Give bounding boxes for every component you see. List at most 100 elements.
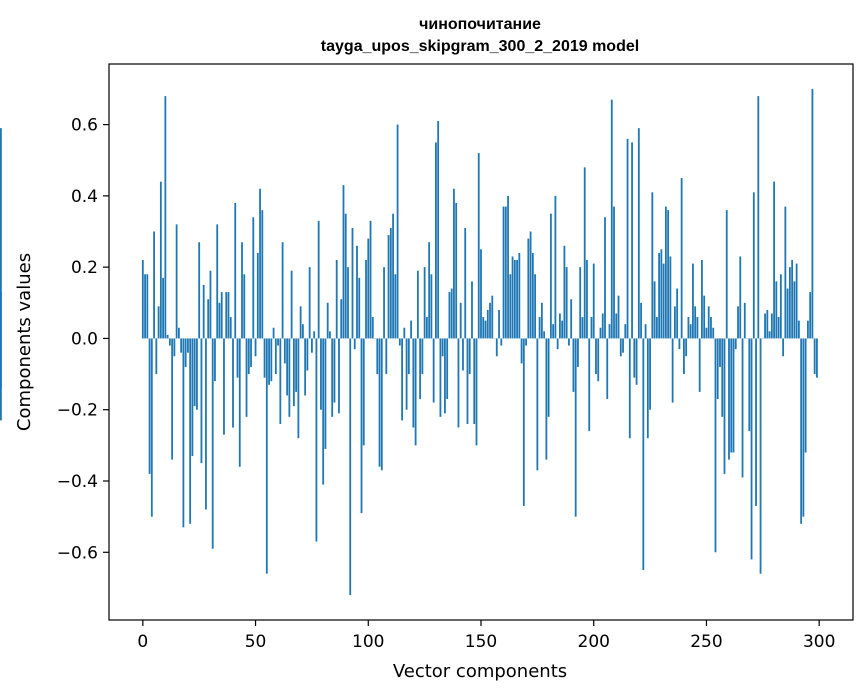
bar-component-78 bbox=[317, 220, 320, 339]
bar-component-237 bbox=[676, 288, 679, 339]
bar-component-276 bbox=[764, 313, 766, 339]
bar-component-45 bbox=[243, 274, 246, 339]
bar-component-291 bbox=[797, 320, 800, 339]
bar-component-158 bbox=[498, 309, 500, 339]
bar-component-23 bbox=[193, 338, 196, 407]
bar-component-77 bbox=[315, 338, 318, 542]
bar-component-256 bbox=[719, 338, 721, 367]
bar-component-295 bbox=[807, 320, 809, 339]
bar-component-144 bbox=[466, 338, 469, 424]
bar-component-234 bbox=[669, 256, 672, 339]
bar-component-221 bbox=[640, 302, 642, 339]
bar-component-124 bbox=[421, 338, 424, 375]
x-tick-label: 50 bbox=[245, 632, 267, 652]
bar-component-258 bbox=[723, 338, 726, 474]
bar-component-83 bbox=[329, 331, 331, 339]
bar-component-71 bbox=[301, 324, 304, 339]
bar-component-64 bbox=[286, 338, 289, 396]
bar-component-50 bbox=[254, 338, 257, 357]
bar-component-13 bbox=[171, 338, 174, 460]
bar-component-118 bbox=[407, 338, 410, 375]
bar-component-196 bbox=[583, 167, 586, 339]
bar-component-128 bbox=[430, 274, 433, 339]
bar-component-190 bbox=[570, 299, 573, 339]
bar-component-25 bbox=[198, 242, 201, 339]
bar-component-106 bbox=[380, 338, 383, 471]
bar-component-82 bbox=[326, 302, 329, 339]
bar-component-267 bbox=[743, 302, 746, 339]
bar-component-225 bbox=[649, 338, 651, 410]
bar-component-179 bbox=[545, 338, 548, 460]
bar-component-193 bbox=[577, 338, 579, 367]
bar-component-205 bbox=[604, 217, 606, 339]
bar-component-129 bbox=[432, 338, 435, 403]
bar-component-176 bbox=[538, 317, 541, 339]
bar-component-43 bbox=[238, 338, 241, 467]
bar-component-2 bbox=[146, 274, 149, 339]
bar-component-278 bbox=[768, 331, 771, 339]
bar-component-8 bbox=[159, 181, 162, 339]
bar-component-67 bbox=[292, 338, 295, 407]
bar-component-55 bbox=[265, 338, 268, 574]
bar-component-87 bbox=[338, 338, 340, 414]
bar-component-214 bbox=[624, 324, 627, 339]
bar-component-85 bbox=[333, 338, 336, 403]
bar-component-127 bbox=[428, 242, 431, 339]
bar-component-287 bbox=[788, 267, 791, 339]
bar-component-151 bbox=[482, 317, 485, 339]
bar-component-28 bbox=[205, 338, 207, 510]
bar-component-4 bbox=[150, 338, 153, 517]
bar-component-299 bbox=[816, 338, 818, 378]
bar-component-152 bbox=[484, 320, 487, 339]
bar-component-229 bbox=[658, 252, 661, 339]
bar-component-157 bbox=[495, 338, 498, 357]
bar-component-296 bbox=[809, 292, 812, 339]
x-tick-label: 100 bbox=[352, 632, 384, 652]
bar-component-232 bbox=[664, 206, 667, 339]
y-tick-label: 0.0 bbox=[71, 329, 98, 349]
bar-component-249 bbox=[703, 295, 706, 339]
bar-component-88 bbox=[340, 299, 343, 339]
bar-component-39 bbox=[229, 317, 232, 339]
bar-component-161 bbox=[504, 206, 507, 339]
bar-component-241 bbox=[685, 338, 688, 357]
bar-component-297 bbox=[811, 88, 814, 339]
bar-component-51 bbox=[256, 252, 259, 339]
bar-component-146 bbox=[471, 281, 473, 339]
bar-component-215 bbox=[626, 138, 629, 339]
bar-component-149 bbox=[477, 153, 480, 339]
bar-component-6 bbox=[155, 338, 158, 375]
bar-component-92 bbox=[349, 338, 352, 596]
bar-component-139 bbox=[455, 203, 458, 339]
bar-component-246 bbox=[696, 317, 699, 339]
bar-component-208 bbox=[610, 99, 613, 339]
bar-component-143 bbox=[464, 227, 467, 339]
bar-component-227 bbox=[653, 281, 656, 339]
y-tick-label: −0.4 bbox=[57, 472, 98, 492]
bar-component-142 bbox=[462, 338, 464, 371]
bar-component-289 bbox=[793, 281, 796, 339]
bar-component-220 bbox=[637, 128, 640, 339]
bar-component-20 bbox=[187, 338, 189, 353]
bar-component-58 bbox=[272, 327, 275, 339]
bar-component-42 bbox=[236, 338, 239, 378]
bar-component-206 bbox=[606, 338, 609, 400]
bar-component-233 bbox=[667, 210, 670, 339]
bar-component-264 bbox=[737, 306, 739, 339]
bar-component-172 bbox=[529, 231, 532, 339]
bar-component-123 bbox=[419, 338, 422, 400]
bar-component-239 bbox=[680, 178, 683, 339]
bar-component-110 bbox=[389, 227, 392, 339]
bar-component-252 bbox=[710, 317, 712, 339]
bar-component-181 bbox=[549, 213, 552, 339]
bar-component-248 bbox=[701, 260, 703, 339]
bar-component-261 bbox=[730, 338, 733, 453]
bar-component-288 bbox=[791, 260, 794, 339]
bar-component-40 bbox=[232, 338, 234, 428]
bar-component-166 bbox=[516, 260, 518, 339]
bar-component-107 bbox=[383, 267, 385, 339]
bar-component-235 bbox=[671, 338, 674, 403]
bar-component-242 bbox=[687, 317, 690, 339]
bar-component-132 bbox=[439, 338, 442, 417]
bar-component-137 bbox=[450, 288, 453, 339]
